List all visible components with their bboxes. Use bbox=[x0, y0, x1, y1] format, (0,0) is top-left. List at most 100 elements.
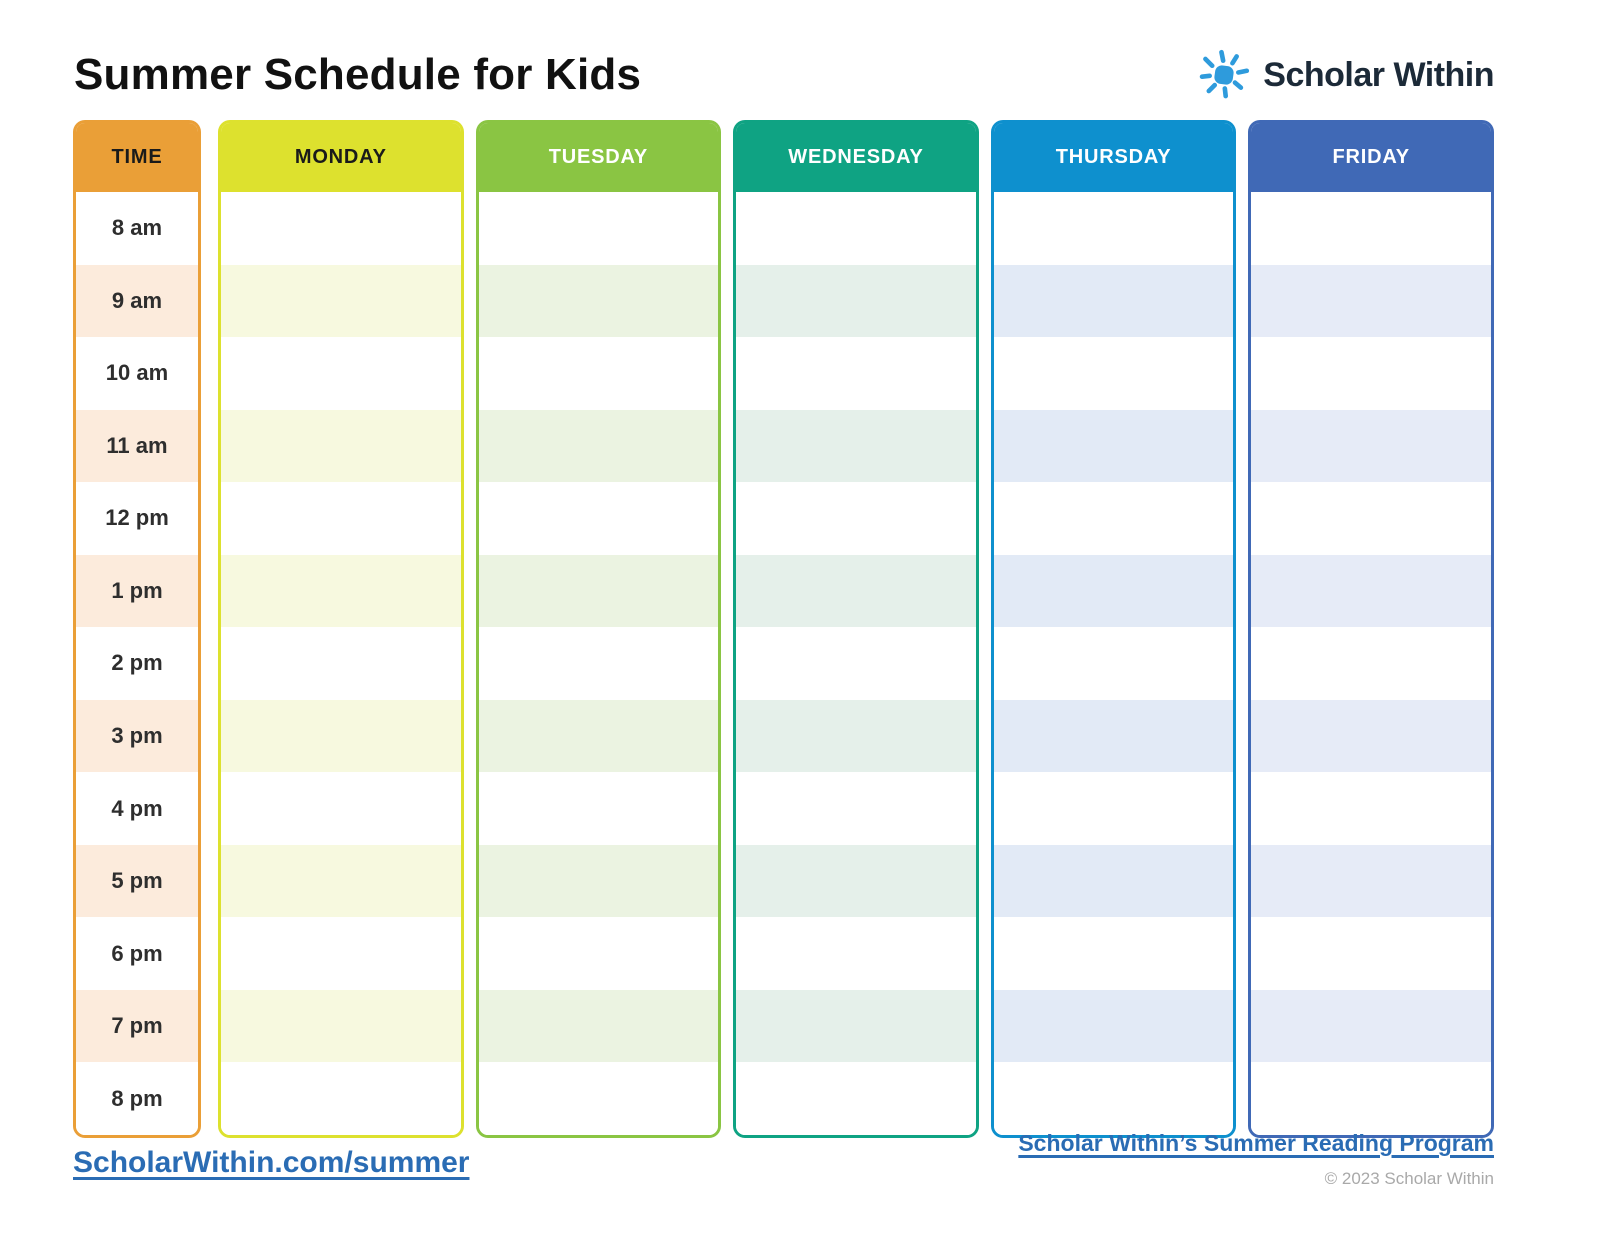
schedule-cell bbox=[1251, 989, 1491, 1063]
time-label-8pm: 8 pm bbox=[76, 1062, 198, 1135]
time-label-10am: 10 am bbox=[76, 337, 198, 410]
schedule-cell bbox=[993, 627, 1234, 700]
summer-url-link[interactable]: ScholarWithin.com/summer bbox=[73, 1146, 470, 1179]
schedule-cell bbox=[736, 264, 976, 338]
footer-right: Scholar Within’s Summer Reading Program … bbox=[1018, 1130, 1494, 1189]
time-label-7pm: 7 pm bbox=[76, 989, 198, 1063]
schedule-cell bbox=[993, 917, 1234, 990]
day-header-tuesday: TUESDAY bbox=[478, 123, 719, 192]
schedule-cell bbox=[478, 337, 719, 410]
schedule-cell bbox=[993, 772, 1234, 845]
schedule-cell bbox=[478, 192, 719, 265]
day-column-friday: FRIDAY bbox=[1248, 120, 1494, 1138]
schedule-cell bbox=[1251, 1062, 1491, 1135]
schedule-cell bbox=[736, 337, 976, 410]
time-column: TIME 8 am 9 am 10 am 11 am 12 pm 1 pm 2 pm 3 pm… bbox=[73, 120, 201, 1138]
schedule-cell bbox=[1251, 264, 1491, 338]
day-header-thursday: THURSDAY bbox=[993, 123, 1234, 192]
day-column-body bbox=[478, 192, 719, 1135]
schedule-cell bbox=[736, 917, 976, 990]
schedule-cell bbox=[993, 1062, 1234, 1135]
time-label-3pm: 3 pm bbox=[76, 699, 198, 773]
schedule-cell bbox=[736, 772, 976, 845]
schedule-cell bbox=[478, 264, 719, 338]
time-label-6pm: 6 pm bbox=[76, 917, 198, 990]
schedule-cell bbox=[1251, 917, 1491, 990]
copyright-text: © 2023 Scholar Within bbox=[1324, 1169, 1494, 1188]
schedule-cell bbox=[221, 627, 461, 700]
schedule-cell bbox=[993, 192, 1234, 265]
schedule-cell bbox=[736, 627, 976, 700]
day-column-body bbox=[993, 192, 1234, 1135]
schedule-cell bbox=[478, 1062, 719, 1135]
schedule-cell bbox=[221, 917, 461, 990]
time-label-4pm: 4 pm bbox=[76, 772, 198, 845]
schedule-cell bbox=[993, 989, 1234, 1063]
time-label-1pm: 1 pm bbox=[76, 554, 198, 628]
schedule-cell bbox=[221, 699, 461, 773]
schedule-grid: TIME 8 am 9 am 10 am 11 am 12 pm 1 pm 2 pm 3 pm… bbox=[73, 120, 1494, 1138]
time-label-5pm: 5 pm bbox=[76, 844, 198, 918]
time-label-11am: 11 am bbox=[76, 409, 198, 483]
schedule-cell bbox=[1251, 844, 1491, 918]
schedule-cell bbox=[478, 554, 719, 628]
schedule-cell bbox=[1251, 337, 1491, 410]
schedule-cell bbox=[736, 699, 976, 773]
schedule-cell bbox=[993, 554, 1234, 628]
brand-logo: Scholar Within bbox=[1197, 48, 1494, 102]
schedule-cell bbox=[993, 264, 1234, 338]
sun-icon bbox=[1197, 48, 1251, 102]
time-column-body: 8 am 9 am 10 am 11 am 12 pm 1 pm 2 pm 3 pm 4 pm 5… bbox=[76, 192, 198, 1135]
day-column-body bbox=[1251, 192, 1491, 1135]
schedule-cell bbox=[221, 844, 461, 918]
schedule-cell bbox=[221, 772, 461, 845]
brand-name: Scholar Within bbox=[1263, 55, 1494, 94]
schedule-cell bbox=[993, 482, 1234, 555]
schedule-cell bbox=[736, 989, 976, 1063]
schedule-cell bbox=[1251, 482, 1491, 555]
schedule-cell bbox=[1251, 627, 1491, 700]
schedule-cell bbox=[993, 844, 1234, 918]
schedule-cell bbox=[478, 989, 719, 1063]
time-label-12pm: 12 pm bbox=[76, 482, 198, 555]
schedule-cell bbox=[993, 409, 1234, 483]
day-column-monday: MONDAY bbox=[218, 120, 464, 1138]
schedule-cell bbox=[478, 482, 719, 555]
schedule-cell bbox=[221, 337, 461, 410]
day-column-tuesday: TUESDAY bbox=[475, 120, 722, 1138]
schedule-cell bbox=[736, 482, 976, 555]
schedule-cell bbox=[478, 844, 719, 918]
schedule-cell bbox=[993, 337, 1234, 410]
schedule-cell bbox=[221, 989, 461, 1063]
schedule-cell bbox=[221, 409, 461, 483]
schedule-cell bbox=[1251, 409, 1491, 483]
schedule-cell bbox=[736, 844, 976, 918]
time-label-2pm: 2 pm bbox=[76, 627, 198, 700]
schedule-cell bbox=[1251, 192, 1491, 265]
time-column-header: TIME bbox=[76, 123, 198, 192]
time-label-9am: 9 am bbox=[76, 264, 198, 338]
page-title: Summer Schedule for Kids bbox=[74, 50, 642, 99]
schedule-cell bbox=[736, 1062, 976, 1135]
schedule-cell bbox=[736, 192, 976, 265]
day-column-wednesday: WEDNESDAY bbox=[733, 120, 979, 1138]
schedule-cell bbox=[736, 554, 976, 628]
schedule-cell bbox=[221, 554, 461, 628]
schedule-cell bbox=[478, 627, 719, 700]
schedule-cell bbox=[736, 409, 976, 483]
day-header-monday: MONDAY bbox=[221, 123, 461, 192]
schedule-cell bbox=[478, 699, 719, 773]
schedule-cell bbox=[221, 482, 461, 555]
day-column-thursday: THURSDAY bbox=[990, 120, 1237, 1138]
day-header-friday: FRIDAY bbox=[1251, 123, 1491, 192]
schedule-cell bbox=[1251, 772, 1491, 845]
schedule-cell bbox=[478, 409, 719, 483]
day-column-body bbox=[736, 192, 976, 1135]
schedule-cell bbox=[1251, 554, 1491, 628]
day-header-wednesday: WEDNESDAY bbox=[736, 123, 976, 192]
summer-reading-program-link[interactable]: Scholar Within’s Summer Reading Program bbox=[1018, 1130, 1494, 1156]
schedule-cell bbox=[221, 1062, 461, 1135]
schedule-cell bbox=[478, 772, 719, 845]
schedule-cell bbox=[221, 192, 461, 265]
schedule-cell bbox=[221, 264, 461, 338]
